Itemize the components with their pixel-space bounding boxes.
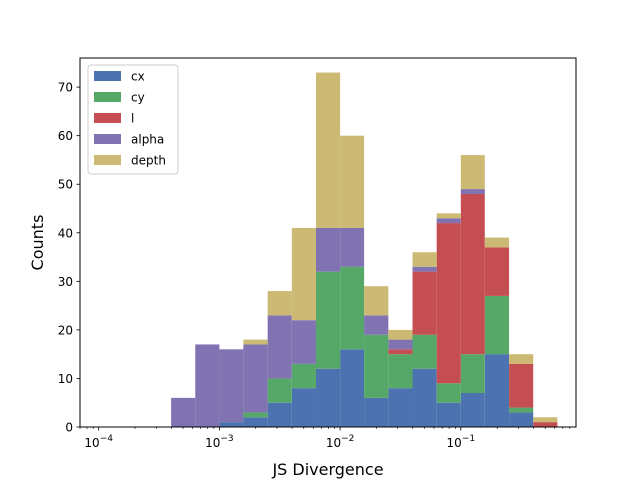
x-tick-label: 10−4 — [84, 434, 113, 450]
bar-alpha — [291, 320, 316, 364]
bar-depth — [364, 286, 389, 316]
bar-depth — [243, 339, 268, 345]
bar-cy — [412, 334, 437, 369]
bar-alpha — [267, 315, 292, 379]
bar-cy — [364, 334, 389, 398]
legend: cx cy l alpha depth — [87, 64, 179, 175]
y-axis-title: Counts — [28, 215, 47, 271]
bar-depth — [533, 417, 558, 423]
legend-label-cx: cx — [131, 70, 145, 84]
bar-cx — [243, 417, 268, 427]
bar-alpha — [195, 344, 220, 427]
legend-swatch-l — [94, 113, 121, 123]
bar-depth — [388, 329, 413, 340]
x-tick-base: 10 — [447, 436, 462, 450]
x-axis: 10−4 10−3 10−2 10−1 — [79, 427, 571, 450]
y-tick-label: 70 — [58, 81, 73, 95]
bar-alpha — [412, 266, 437, 272]
x-tick-base: 10 — [84, 436, 99, 450]
y-tick-label: 0 — [65, 421, 73, 435]
bar-cx — [315, 368, 341, 427]
bar-depth — [340, 135, 365, 228]
plot-frame — [79, 57, 577, 428]
bar-cy — [315, 271, 341, 369]
bar-depth — [484, 237, 510, 248]
bar-cx — [364, 397, 389, 427]
bar-l — [436, 223, 461, 384]
bar-depth — [460, 155, 485, 190]
x-axis-title: JS Divergence — [271, 460, 383, 479]
bar-cx — [460, 393, 485, 427]
legend-swatch-depth — [94, 155, 121, 165]
legend-swatch-cy — [94, 92, 121, 102]
bar-l — [484, 247, 510, 296]
y-axis: 0 10 20 30 40 50 60 70 — [58, 81, 80, 435]
bar-alpha — [171, 397, 196, 427]
y-tick-label: 30 — [58, 275, 73, 289]
bar-cx — [219, 422, 244, 427]
bar-alpha — [436, 218, 461, 224]
bar-cx — [291, 388, 316, 427]
bar-cy — [388, 354, 413, 389]
bar-cy — [291, 363, 316, 389]
x-tick-label: 10−3 — [205, 434, 234, 450]
bar-l — [460, 193, 485, 355]
legend-swatch-cx — [94, 71, 121, 81]
legend-label-cy: cy — [131, 91, 145, 105]
bar-cy — [484, 295, 510, 355]
bar-cx — [509, 412, 534, 427]
bar-depth — [267, 291, 292, 316]
y-tick-label: 20 — [58, 323, 73, 337]
bar-depth — [436, 213, 461, 219]
x-tick-label: 10−2 — [326, 434, 355, 450]
bars-layer — [171, 72, 558, 427]
bar-cy — [460, 354, 485, 394]
bar-l — [388, 349, 413, 355]
x-tick-exponent: −2 — [341, 434, 354, 444]
bar-cy — [267, 378, 292, 403]
x-tick-base: 10 — [205, 436, 220, 450]
bar-cx — [436, 402, 461, 427]
x-tick-exponent: −4 — [100, 434, 114, 444]
x-tick-exponent: −3 — [220, 434, 233, 444]
y-tick-label: 50 — [58, 178, 73, 192]
y-tick-label: 40 — [58, 226, 73, 240]
bar-cy — [509, 407, 534, 413]
legend-label-alpha: alpha — [131, 133, 164, 147]
legend-swatch-alpha — [94, 134, 121, 144]
bar-alpha — [460, 189, 485, 194]
legend-label-l: l — [131, 112, 134, 126]
bar-alpha — [219, 349, 244, 423]
bar-cx — [340, 349, 365, 427]
bar-alpha — [340, 227, 365, 267]
legend-label-depth: depth — [131, 154, 166, 168]
bar-depth — [315, 72, 341, 228]
x-tick-label: 10−1 — [447, 434, 476, 450]
bar-depth — [509, 354, 534, 364]
bar-cx — [484, 354, 510, 427]
x-tick-exponent: −1 — [462, 434, 475, 444]
bar-cx — [388, 388, 413, 427]
bar-cy — [436, 383, 461, 403]
bar-depth — [412, 252, 437, 267]
bar-alpha — [364, 315, 389, 335]
bar-l — [509, 363, 534, 408]
bar-l — [533, 422, 558, 427]
bar-cy — [243, 412, 268, 418]
bar-cy — [340, 266, 365, 350]
x-tick-base: 10 — [326, 436, 341, 450]
y-tick-label: 10 — [58, 372, 73, 386]
bar-depth — [291, 227, 316, 321]
bar-l — [412, 271, 437, 335]
bar-cx — [412, 368, 437, 427]
y-tick-label: 60 — [58, 129, 73, 143]
bar-alpha — [388, 339, 413, 350]
bar-alpha — [243, 344, 268, 413]
bar-cx — [267, 402, 292, 427]
bar-alpha — [315, 227, 341, 272]
